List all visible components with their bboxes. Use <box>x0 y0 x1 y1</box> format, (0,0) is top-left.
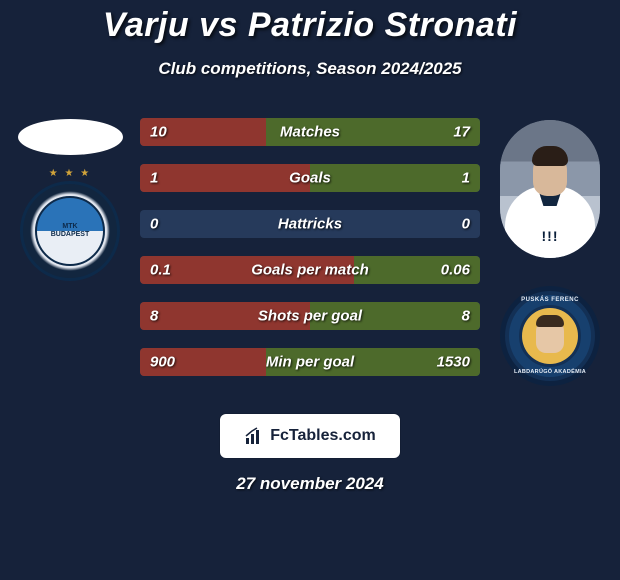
club-badge-stars: ★ ★ ★ <box>23 168 117 179</box>
stat-row-hattricks: 00Hattricks <box>140 210 480 238</box>
page-subtitle: Club competitions, Season 2024/2025 <box>0 59 620 79</box>
stat-row-shots-per-goal: 88Shots per goal <box>140 302 480 330</box>
club-badge-left: ★ ★ ★ MTKBUDAPEST <box>20 181 120 281</box>
player-hair <box>532 146 568 166</box>
chart-icon <box>244 426 264 446</box>
stat-label: Min per goal <box>140 354 480 371</box>
club-badge-right: PUSKÁS FERENC LABDARÚGÓ AKADÉMIA <box>500 286 600 386</box>
club-badge-right-face <box>536 319 564 353</box>
stat-row-matches: 1017Matches <box>140 118 480 146</box>
footer-brand-text: FcTables.com <box>270 427 376 445</box>
player-right-photo: !!! <box>500 120 600 258</box>
club-badge-left-inner: MTKBUDAPEST <box>35 196 105 266</box>
comparison-bars: 1017Matches 11Goals 00Hattricks 0.10.06Goal… <box>140 118 480 394</box>
club-badge-right-text-top: PUSKÁS FERENC <box>505 297 595 303</box>
player-jersey-text: !!! <box>542 228 559 244</box>
stat-label: Hattricks <box>140 216 480 233</box>
page-title: Varju vs Patrizio Stronati <box>0 0 620 45</box>
club-badge-right-hair <box>536 315 564 327</box>
stat-label: Goals per match <box>140 262 480 279</box>
right-column: !!! PUSKÁS FERENC LABDARÚGÓ AKADÉMIA <box>490 120 610 386</box>
footer-brand: FcTables.com <box>220 414 400 458</box>
stat-row-min-per-goal: 9001530Min per goal <box>140 348 480 376</box>
left-column: ★ ★ ★ MTKBUDAPEST <box>10 115 130 281</box>
club-badge-left-label: MTKBUDAPEST <box>51 223 90 238</box>
club-badge-right-center <box>522 308 578 364</box>
stat-label: Shots per goal <box>140 308 480 325</box>
stat-row-goals: 11Goals <box>140 164 480 192</box>
club-badge-right-text-bottom: LABDARÚGÓ AKADÉMIA <box>505 369 595 375</box>
stat-label: Matches <box>140 124 480 141</box>
stat-row-goals-per-match: 0.10.06Goals per match <box>140 256 480 284</box>
footer-date: 27 november 2024 <box>0 474 620 494</box>
player-left-avatar-placeholder <box>18 119 123 155</box>
stat-label: Goals <box>140 170 480 187</box>
